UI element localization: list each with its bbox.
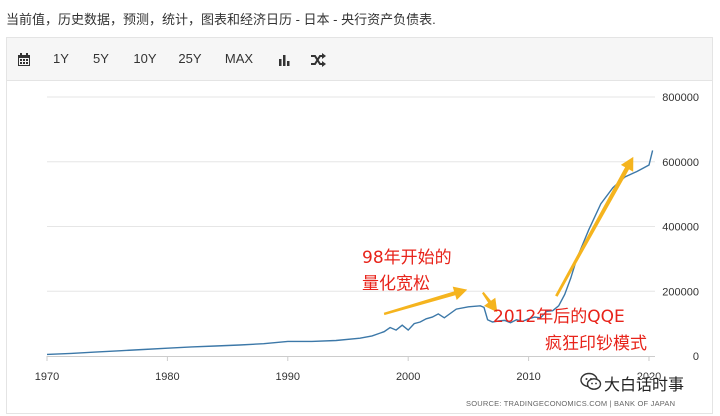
annotation-1-line-1: 98年开始的 [362,248,452,268]
x-axis: 1970 1980 1990 2000 2010 2020 [35,356,661,383]
y-tick-label: 600000 [662,157,699,169]
x-tick-label: 2010 [516,371,540,383]
x-tick-label: 2000 [396,371,420,383]
annotation-2-line-2: 疯狂印钞模式 [545,334,647,354]
annotation-arrow-qe [383,286,468,316]
y-tick-label: 800000 [662,92,699,104]
series-line [46,150,654,356]
page-title: 当前值，历史数据，预测，统计，图表和经济日历 - 日本 - 央行资产负债表. [6,12,436,27]
y-tick-label: 200000 [662,286,699,298]
source-label: SOURCE: TRADINGECONOMICS.COM | BANK OF J… [466,399,676,408]
chart-frame [6,81,713,414]
x-tick-label: 1980 [155,371,179,383]
toolbar: 1Y 5Y 10Y 25Y MAX [6,37,713,81]
bar-chart-icon[interactable] [273,38,295,80]
x-tick-label: 2020 [637,371,661,383]
range-10y-button[interactable]: 10Y [133,51,157,66]
range-1y-button[interactable]: 1Y [53,51,69,66]
watermark: 大白话时事 [604,377,685,394]
calendar-icon[interactable] [13,38,35,80]
annotation-arrows [383,156,634,316]
range-5y-button[interactable]: 5Y [93,51,109,66]
y-axis: 0 200000 400000 600000 800000 [662,92,699,363]
y-tick-label: 0 [693,351,699,363]
annotation-arrow-drop [482,291,498,313]
annotation-arrow-qqe [555,156,634,297]
range-25y-button[interactable]: 25Y [178,51,202,66]
annotation-1-line-2: 量化宽松 [362,274,430,294]
wechat-icon [580,372,602,397]
range-max-button[interactable]: MAX [224,51,254,66]
shuffle-icon[interactable] [307,38,329,80]
annotations: 98年开始的 量化宽松 2012年后的QQE 疯狂印钞模式 [362,248,647,354]
y-tick-label: 400000 [662,222,699,234]
x-tick-label: 1970 [35,371,59,383]
x-tick-label: 1990 [276,371,300,383]
grid [47,96,655,292]
annotation-2-line-1: 2012年后的QQE [493,307,625,327]
